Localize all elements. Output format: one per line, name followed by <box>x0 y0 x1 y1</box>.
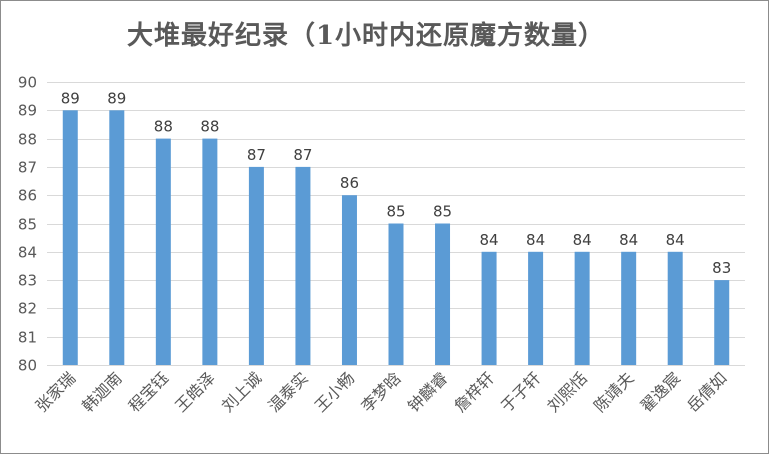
bar <box>202 138 218 365</box>
category-label: 詹梓轩 <box>451 368 498 415</box>
bar <box>621 251 637 365</box>
category-label: 温泰实 <box>264 368 311 415</box>
bar <box>62 110 78 365</box>
data-label: 88 <box>200 118 219 136</box>
bar <box>248 166 264 365</box>
bar <box>667 251 683 365</box>
data-label: 84 <box>619 231 638 249</box>
bar <box>295 166 311 365</box>
chart-title: 大堆最好纪录（1小时内还原魔方数量） <box>126 21 606 51</box>
bar <box>574 251 590 365</box>
data-label: 87 <box>247 146 266 164</box>
y-tick-label: 81 <box>18 329 37 347</box>
data-label: 85 <box>433 203 452 221</box>
data-label: 89 <box>61 89 80 107</box>
bars <box>62 110 730 365</box>
bar <box>714 280 730 365</box>
y-tick-label: 90 <box>18 74 37 92</box>
bar <box>109 110 125 365</box>
data-label: 84 <box>526 231 545 249</box>
category-label: 岳倩如 <box>683 368 730 415</box>
y-tick-label: 88 <box>18 131 37 149</box>
data-labels: 89 89 88 88 87 87 86 85 85 84 84 84 84 84 83 <box>61 89 732 277</box>
bar <box>528 251 544 365</box>
y-tick-label: 84 <box>18 244 37 262</box>
y-tick-label: 89 <box>18 102 37 120</box>
bar <box>481 251 497 365</box>
category-label: 陈靖夫 <box>590 368 637 415</box>
y-tick-label: 85 <box>18 216 37 234</box>
category-label: 钟麟睿 <box>404 368 451 415</box>
data-label: 88 <box>154 118 173 136</box>
y-tick-label: 83 <box>18 272 37 290</box>
data-label: 84 <box>573 231 592 249</box>
data-label: 84 <box>480 231 499 249</box>
y-axis-ticks: 80 81 82 83 84 85 86 87 88 89 90 <box>18 74 37 375</box>
bar <box>155 138 171 365</box>
category-label: 韩迦南 <box>78 368 125 415</box>
data-label: 86 <box>340 174 359 192</box>
category-label: 张家瑞 <box>32 368 79 415</box>
bar <box>388 223 404 365</box>
y-tick-label: 87 <box>18 159 37 177</box>
y-tick-label: 82 <box>18 300 37 318</box>
y-tick-label: 80 <box>18 357 37 375</box>
x-axis-categories: 张家瑞 韩迦南 程宝钰 王皓泽 刘上诚 温泰实 王小畅 李梦晗 钟麟睿 詹梓轩 于子轩 刘熙恬 陈靖夫翟… <box>32 368 731 415</box>
category-label: 刘上诚 <box>218 368 265 415</box>
data-label: 89 <box>107 89 126 107</box>
category-label: 刘熙恬 <box>544 368 591 415</box>
category-label: 翟逸宸 <box>637 368 684 415</box>
category-label: 程宝钰 <box>125 368 172 415</box>
category-label: 李梦晗 <box>357 368 404 415</box>
data-label: 84 <box>666 231 685 249</box>
y-tick-label: 86 <box>18 187 37 205</box>
category-label: 王小畅 <box>311 368 358 415</box>
data-label: 87 <box>293 146 312 164</box>
bar <box>435 223 451 365</box>
data-label: 85 <box>386 203 405 221</box>
data-label: 83 <box>712 259 731 277</box>
category-label: 王皓泽 <box>171 368 218 415</box>
bar <box>341 195 357 365</box>
category-label: 于子轩 <box>497 368 544 415</box>
